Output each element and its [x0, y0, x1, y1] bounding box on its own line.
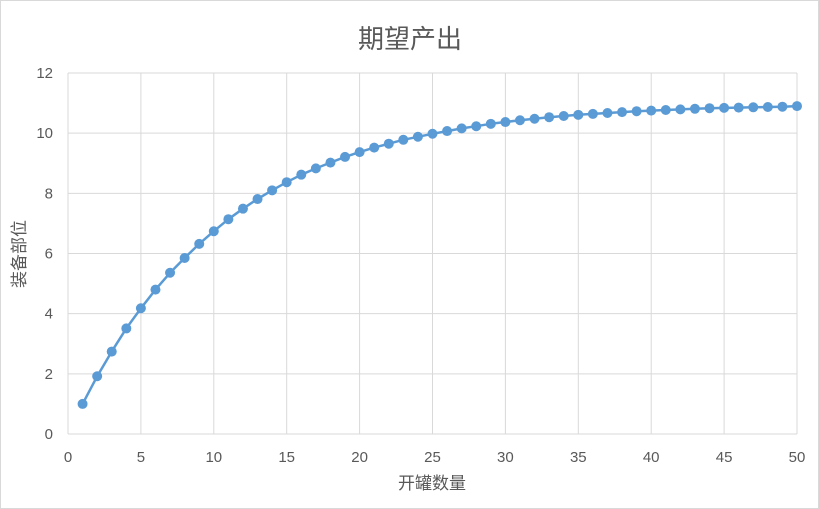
grid	[67, 72, 798, 435]
y-axis-title: 装备部位	[10, 220, 29, 288]
data-point	[223, 214, 234, 225]
x-tick-label: 15	[278, 449, 295, 466]
data-point	[165, 267, 176, 278]
data-point	[267, 185, 278, 196]
y-tick-label: 10	[36, 125, 53, 142]
x-tick-label: 10	[205, 449, 222, 466]
x-tick-label: 50	[789, 449, 806, 466]
x-axis-title: 开罐数量	[398, 474, 466, 493]
data-point	[369, 142, 380, 153]
y-tick-label: 8	[45, 185, 53, 202]
data-point	[471, 121, 482, 132]
data-point	[442, 126, 453, 137]
data-point	[150, 284, 161, 295]
data-point	[412, 131, 423, 142]
data-point	[617, 107, 628, 118]
data-point	[194, 238, 205, 249]
data-point	[135, 303, 146, 314]
data-point	[92, 371, 103, 382]
x-tick-label: 45	[716, 449, 733, 466]
data-point	[777, 101, 788, 112]
data-point	[704, 103, 715, 114]
data-point	[354, 147, 365, 158]
y-tick-label: 4	[45, 306, 53, 323]
data-point	[748, 102, 759, 113]
data-point	[631, 106, 642, 117]
data-point	[427, 128, 438, 139]
data-point	[456, 123, 467, 134]
data-point	[646, 105, 657, 116]
data-point	[296, 169, 307, 180]
data-point	[281, 177, 292, 188]
series-line	[81, 104, 798, 405]
data-point	[383, 138, 394, 149]
data-point	[252, 194, 263, 205]
x-tick-label: 40	[643, 449, 660, 466]
x-tick-label: 5	[137, 449, 145, 466]
x-tick-label: 30	[497, 449, 514, 466]
data-point	[208, 226, 219, 237]
data-point	[340, 151, 351, 162]
y-tick-label: 12	[36, 65, 53, 82]
data-point	[762, 101, 773, 112]
data-point	[398, 134, 409, 145]
data-point	[587, 108, 598, 119]
data-point	[689, 103, 700, 114]
x-tick-label: 20	[351, 449, 368, 466]
data-point	[719, 102, 730, 113]
y-tick-labels: 0 2 4 6 8 10 12	[36, 65, 53, 443]
data-point	[602, 108, 613, 119]
series-group	[77, 101, 802, 409]
data-point	[121, 323, 132, 334]
data-point	[179, 253, 190, 264]
y-tick-label: 6	[45, 246, 53, 263]
data-point	[660, 105, 671, 116]
data-point	[500, 117, 511, 128]
data-point	[237, 203, 248, 214]
data-point	[529, 113, 540, 124]
x-tick-labels: 0 5 10 15 20 25 30 35 40 45 50	[64, 449, 806, 466]
x-tick-label: 35	[570, 449, 587, 466]
y-tick-label: 0	[45, 426, 53, 443]
data-point	[675, 104, 686, 115]
data-point	[325, 157, 336, 168]
data-point	[106, 346, 117, 357]
data-point	[77, 398, 88, 409]
x-tick-label: 0	[64, 449, 72, 466]
data-point	[485, 118, 496, 129]
data-point	[514, 115, 525, 126]
data-point	[310, 163, 321, 174]
x-tick-label: 25	[424, 449, 441, 466]
y-tick-label: 2	[45, 366, 53, 383]
data-point	[544, 112, 555, 123]
data-point	[558, 111, 569, 122]
data-point	[792, 101, 802, 112]
data-point	[573, 109, 584, 120]
chart-title: 期望产出	[358, 24, 462, 54]
data-point	[733, 102, 744, 113]
